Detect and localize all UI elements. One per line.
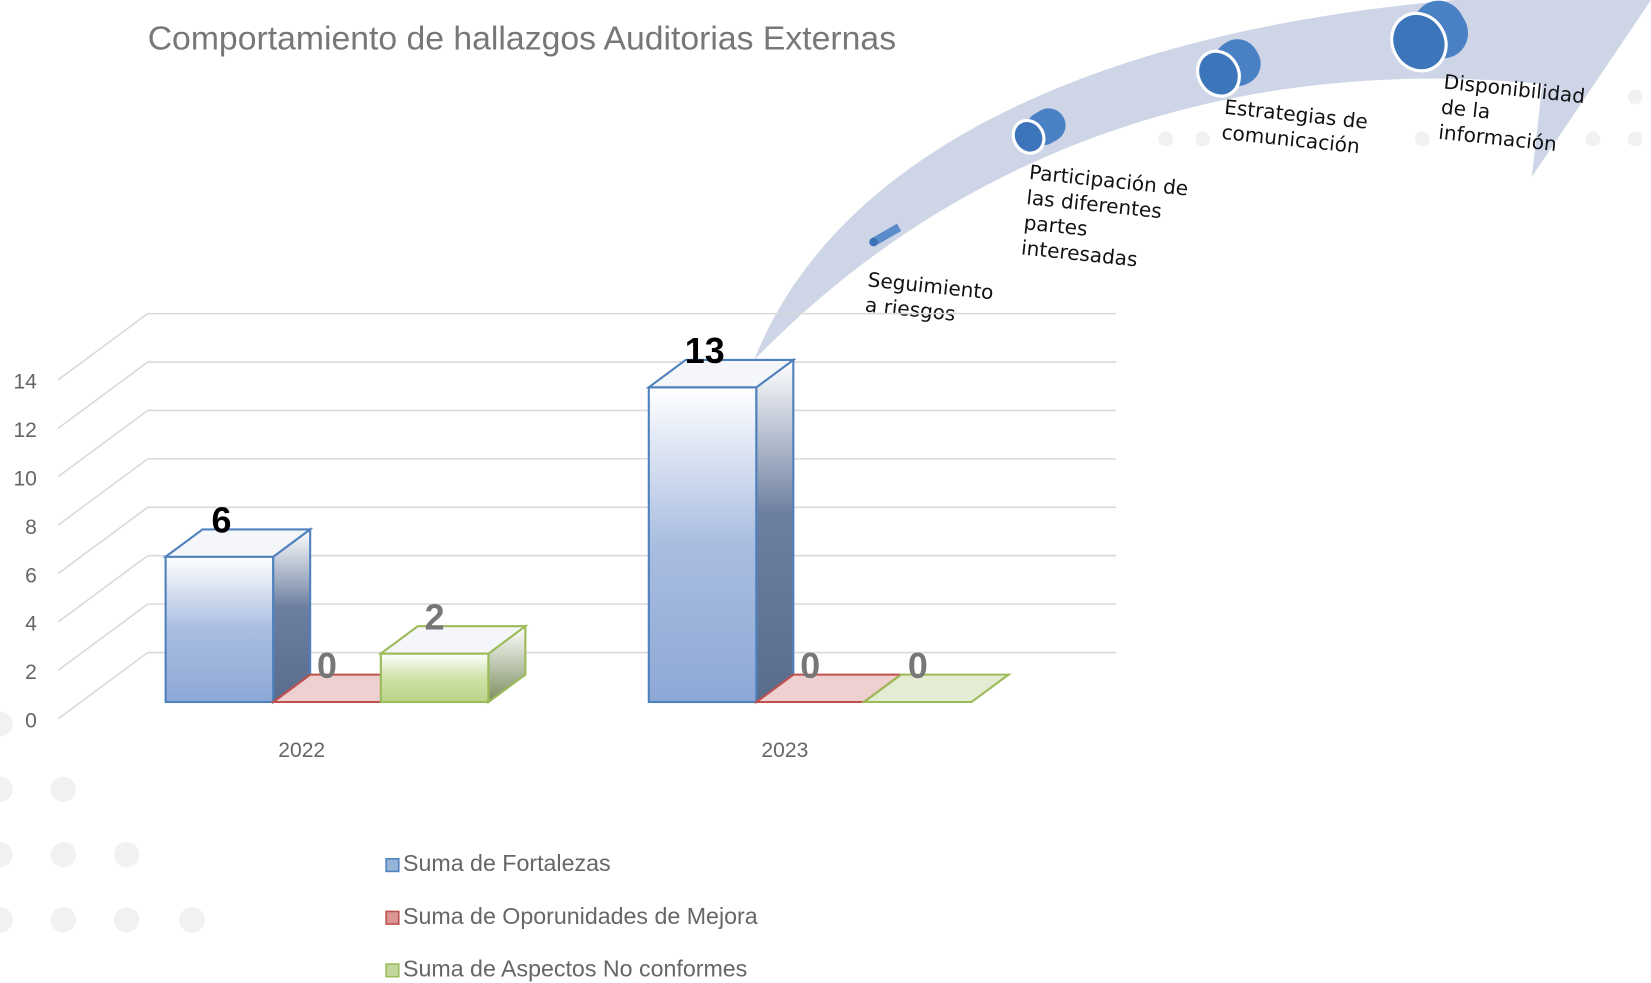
data-label: 2 bbox=[425, 597, 445, 637]
y-tick-label: 14 bbox=[13, 371, 37, 394]
x-tick-label: 2022 bbox=[278, 739, 325, 762]
grid-line bbox=[58, 507, 148, 573]
legend-swatch bbox=[386, 911, 399, 924]
grid-line bbox=[58, 653, 148, 719]
data-label: 0 bbox=[800, 646, 820, 686]
bar bbox=[166, 529, 311, 702]
legend-label: Suma de Fortalezas bbox=[403, 850, 611, 876]
y-tick-label: 6 bbox=[25, 564, 37, 587]
data-label: 0 bbox=[908, 646, 928, 686]
x-tick-label: 2023 bbox=[761, 739, 808, 762]
legend-swatch bbox=[386, 964, 399, 977]
bar-face bbox=[381, 654, 489, 702]
legend-label: Suma de Oporunidades de Mejora bbox=[403, 903, 758, 929]
background-dots bbox=[0, 89, 1643, 932]
y-tick-label: 0 bbox=[25, 710, 37, 733]
y-tick-label: 12 bbox=[13, 419, 36, 442]
bar-face bbox=[649, 387, 757, 702]
bar bbox=[649, 360, 794, 702]
grid-line bbox=[58, 314, 148, 380]
y-tick-label: 10 bbox=[13, 468, 36, 491]
grid-line bbox=[58, 459, 148, 525]
bar-face bbox=[166, 557, 274, 702]
bar bbox=[381, 626, 526, 702]
plot: 0 2 4 6 8 10 12 14 2022 6 0 2 2023 13 0 0 Suma de Fortal… bbox=[13, 314, 1116, 982]
grid-line bbox=[58, 604, 148, 670]
data-label: 6 bbox=[212, 501, 232, 541]
annotation: Estrategias decomunicación bbox=[1221, 95, 1369, 159]
y-tick-label: 4 bbox=[25, 613, 37, 636]
grid-line bbox=[58, 556, 148, 622]
grid-line bbox=[58, 410, 148, 476]
chart: Seguimientoa riesgos Participación delas… bbox=[0, 0, 1651, 983]
bar-face bbox=[273, 529, 310, 702]
legend-swatch bbox=[386, 859, 399, 872]
data-label: 13 bbox=[685, 331, 725, 371]
grid-line bbox=[58, 362, 148, 428]
data-label: 0 bbox=[317, 646, 337, 686]
y-tick-label: 2 bbox=[25, 661, 37, 684]
annotation: Seguimientoa riesgos bbox=[864, 267, 995, 329]
annotation: Participación delas diferentespartesinte… bbox=[1020, 160, 1189, 276]
chart-title: Comportamiento de hallazgos Auditorias E… bbox=[148, 20, 896, 58]
y-tick-label: 8 bbox=[25, 516, 37, 539]
bar-face bbox=[756, 360, 793, 702]
legend-label: Suma de Aspectos No conformes bbox=[403, 956, 747, 982]
